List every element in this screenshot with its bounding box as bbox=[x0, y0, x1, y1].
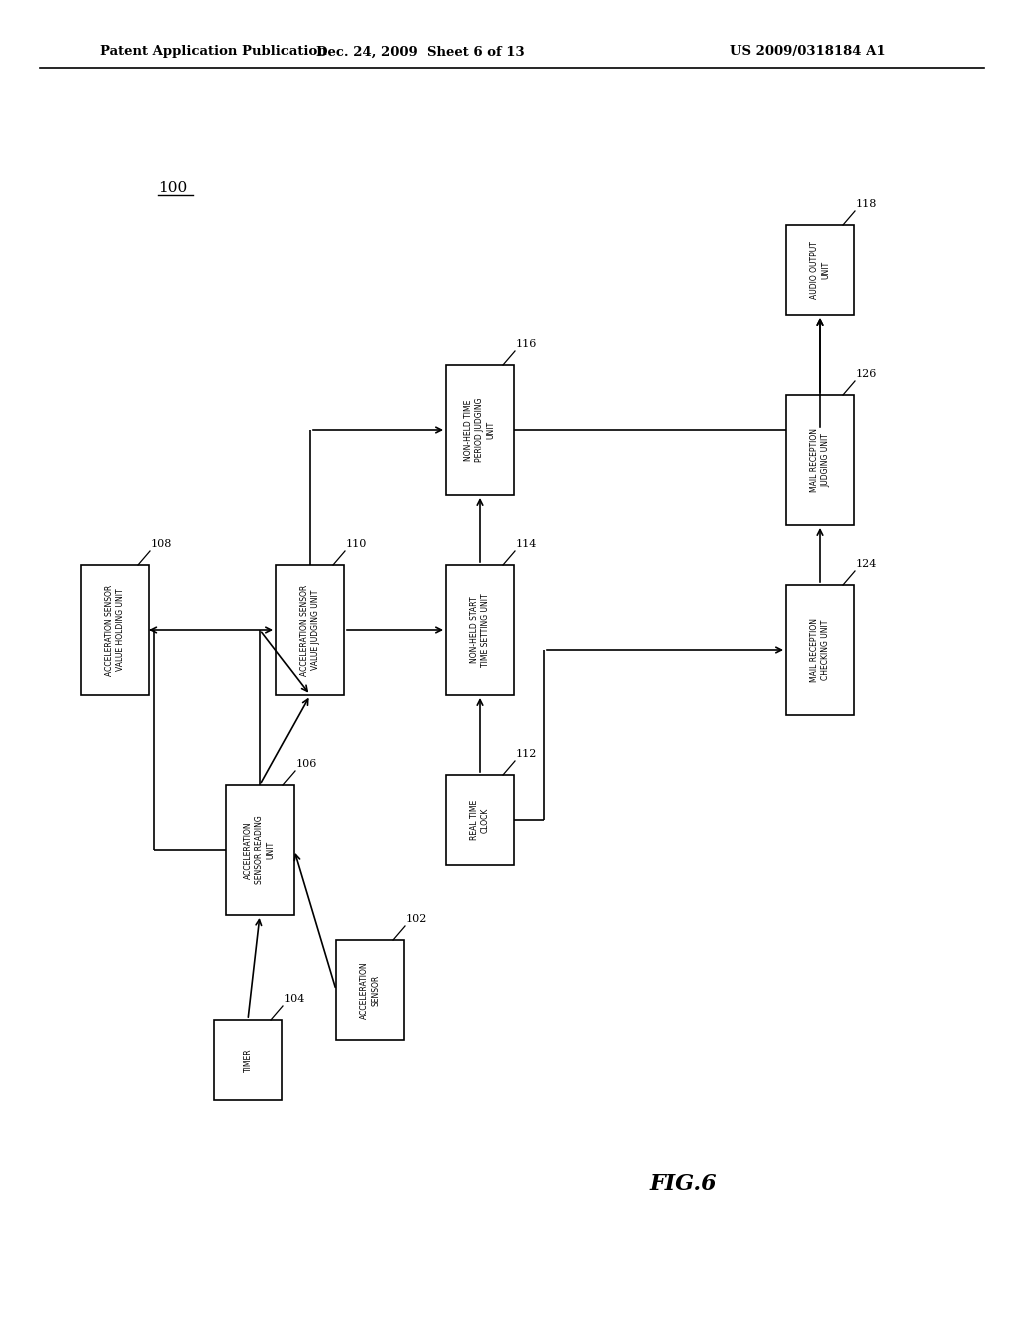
Bar bbox=[214, 1020, 282, 1100]
Text: ACCELERATION
SENSOR: ACCELERATION SENSOR bbox=[360, 961, 380, 1019]
Text: FIG.6: FIG.6 bbox=[650, 1173, 718, 1195]
Text: ACCELERATION
SENSOR READING
UNIT: ACCELERATION SENSOR READING UNIT bbox=[245, 816, 275, 884]
Text: NON-HELD START
TIME SETTING UNIT: NON-HELD START TIME SETTING UNIT bbox=[470, 593, 490, 667]
Bar bbox=[276, 565, 344, 696]
Text: MAIL RECEPTION
CHECKING UNIT: MAIL RECEPTION CHECKING UNIT bbox=[810, 618, 830, 682]
Bar bbox=[786, 395, 854, 525]
Text: 126: 126 bbox=[856, 370, 878, 379]
Bar bbox=[446, 366, 514, 495]
Text: ACCELERATION SENSOR
VALUE JUDGING UNIT: ACCELERATION SENSOR VALUE JUDGING UNIT bbox=[300, 585, 321, 676]
Text: 104: 104 bbox=[284, 994, 305, 1005]
Text: US 2009/0318184 A1: US 2009/0318184 A1 bbox=[730, 45, 886, 58]
Text: AUDIO OUTPUT
UNIT: AUDIO OUTPUT UNIT bbox=[810, 242, 830, 298]
Text: REAL TIME
CLOCK: REAL TIME CLOCK bbox=[470, 800, 490, 840]
Text: 106: 106 bbox=[296, 759, 317, 770]
Text: 114: 114 bbox=[516, 539, 538, 549]
Bar bbox=[786, 585, 854, 715]
Text: NON-HELD TIME
PERIOD JUDGING
UNIT: NON-HELD TIME PERIOD JUDGING UNIT bbox=[465, 397, 496, 462]
Text: TIMER: TIMER bbox=[244, 1048, 253, 1072]
Text: 108: 108 bbox=[151, 539, 172, 549]
Bar bbox=[336, 940, 404, 1040]
Text: 100: 100 bbox=[158, 181, 187, 195]
Text: 110: 110 bbox=[346, 539, 368, 549]
Text: 124: 124 bbox=[856, 558, 878, 569]
Text: 112: 112 bbox=[516, 748, 538, 759]
Text: ACCELERATION SENSOR
VALUE HOLDING UNIT: ACCELERATION SENSOR VALUE HOLDING UNIT bbox=[104, 585, 125, 676]
Bar bbox=[786, 224, 854, 315]
Bar bbox=[81, 565, 150, 696]
Text: Patent Application Publication: Patent Application Publication bbox=[100, 45, 327, 58]
Bar bbox=[446, 565, 514, 696]
Bar bbox=[446, 775, 514, 865]
Text: MAIL RECEPTION
JUDGING UNIT: MAIL RECEPTION JUDGING UNIT bbox=[810, 428, 830, 492]
Text: Dec. 24, 2009  Sheet 6 of 13: Dec. 24, 2009 Sheet 6 of 13 bbox=[315, 45, 524, 58]
Text: 102: 102 bbox=[406, 913, 427, 924]
Bar bbox=[226, 785, 294, 915]
Text: 116: 116 bbox=[516, 339, 538, 348]
Text: 118: 118 bbox=[856, 199, 878, 209]
